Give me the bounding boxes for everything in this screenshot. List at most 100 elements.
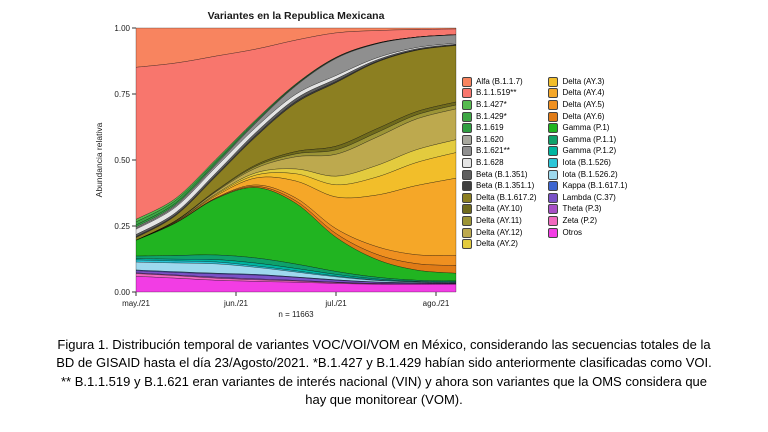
- legend-label: Beta (B.1.351): [476, 169, 528, 179]
- y-axis-label: Abundancia relativa: [94, 122, 104, 197]
- legend-swatch: [462, 169, 472, 180]
- legend-item: B.1.628: [462, 157, 536, 169]
- legend-swatch: [462, 134, 472, 145]
- legend-label: Delta (AY.2): [476, 239, 518, 249]
- legend-item: Delta (AY.6): [548, 111, 627, 123]
- legend-swatch: [462, 215, 472, 226]
- legend-label: Delta (AY.10): [476, 204, 523, 214]
- legend-item: Kappa (B.1.617.1): [548, 180, 627, 192]
- x-tick-label: ago./21: [423, 299, 450, 308]
- legend-label: Iota (B.1.526): [562, 157, 611, 167]
- x-tick-label: jun./21: [223, 299, 249, 308]
- legend-label: Gamma (P.1.2): [562, 146, 617, 156]
- legend-swatch: [462, 99, 472, 110]
- legend-label: Delta (AY.5): [562, 99, 605, 109]
- legend-label: Zeta (P.2): [562, 215, 598, 225]
- legend-label: Beta (B.1.351.1): [476, 181, 535, 191]
- legend-item: Beta (B.1.351): [462, 169, 536, 181]
- legend-swatch: [548, 123, 559, 134]
- legend-label: Delta (AY.6): [562, 111, 605, 121]
- legend-swatch: [548, 204, 559, 215]
- legend-swatch: [462, 181, 472, 192]
- legend-swatch: [548, 146, 559, 157]
- area-otros: [135, 276, 457, 293]
- legend-label: B.1.427*: [476, 99, 507, 109]
- legend-swatch: [548, 181, 559, 192]
- legend-swatch: [462, 157, 472, 168]
- y-tick-label: 0.75: [114, 90, 130, 99]
- legend-swatch: [548, 192, 559, 203]
- legend-column-2: Delta (AY.3) Delta (AY.4) Delta (AY.5) Delt…: [548, 76, 627, 238]
- legend-swatch: [462, 204, 472, 215]
- legend-item: Otros: [548, 227, 627, 239]
- legend-item: Gamma (P.1.2): [548, 146, 627, 158]
- legend-swatch: [548, 134, 559, 145]
- legend-label: Theta (P.3): [562, 204, 602, 214]
- figure-caption: Figura 1. Distribución temporal de varia…: [56, 337, 712, 408]
- legend-label: B.1.1.519**: [476, 88, 517, 98]
- legend-item: Beta (B.1.351.1): [462, 180, 536, 192]
- legend-item: B.1.621**: [462, 146, 536, 158]
- legend-label: Delta (AY.12): [476, 227, 523, 237]
- legend-item: Iota (B.1.526.2): [548, 169, 627, 181]
- legend-swatch: [462, 227, 472, 238]
- legend-swatch: [462, 111, 472, 122]
- legend-item: Delta (AY.10): [462, 204, 536, 216]
- legend-item: Zeta (P.2): [548, 215, 627, 227]
- legend-item: Delta (AY.4): [548, 88, 627, 100]
- legend-item: Gamma (P.1): [548, 122, 627, 134]
- legend-swatch: [548, 111, 559, 122]
- legend-label: Otros: [562, 227, 583, 237]
- legend-item: B.1.619: [462, 122, 536, 134]
- legend-item: Alfa (B.1.1.7): [462, 76, 536, 88]
- legend-label: Gamma (P.1): [562, 123, 610, 133]
- legend-swatch: [462, 192, 472, 203]
- legend-label: Kappa (B.1.617.1): [562, 181, 628, 191]
- legend-item: B.1.1.519**: [462, 88, 536, 100]
- legend-column-1: Alfa (B.1.1.7) B.1.1.519** B.1.427* B.1.429…: [462, 76, 536, 250]
- legend-item: B.1.620: [462, 134, 536, 146]
- legend-label: Delta (AY.4): [562, 88, 605, 98]
- legend-item: Delta (AY.11): [462, 215, 536, 227]
- legend-label: Iota (B.1.526.2): [562, 169, 618, 179]
- legend-swatch: [548, 169, 559, 180]
- legend-label: Delta (AY.11): [476, 215, 522, 225]
- x-tick-label: may./21: [122, 299, 150, 308]
- sample-size-label: n = 11663: [278, 310, 314, 319]
- legend-item: Iota (B.1.526): [548, 157, 627, 169]
- legend-label: Delta (AY.3): [562, 76, 605, 86]
- legend-swatch: [548, 215, 559, 226]
- legend-swatch: [548, 88, 559, 99]
- y-tick-label: 1.00: [114, 24, 130, 33]
- y-tick-label: 0.00: [114, 288, 130, 297]
- legend-item: Delta (AY.12): [462, 227, 536, 239]
- legend-swatch: [548, 99, 559, 110]
- legend-swatch: [462, 146, 472, 157]
- legend-item: Lambda (C.37): [548, 192, 627, 204]
- legend-swatch: [548, 227, 559, 238]
- chart-legend: Alfa (B.1.1.7) B.1.1.519** B.1.427* B.1.429…: [462, 76, 627, 250]
- y-tick-label: 0.25: [114, 222, 130, 231]
- x-tick-label: jul./21: [324, 299, 347, 308]
- legend-item: Theta (P.3): [548, 204, 627, 216]
- legend-label: Gamma (P.1.1): [562, 134, 617, 144]
- legend-label: Alfa (B.1.1.7): [476, 76, 523, 86]
- legend-label: B.1.620: [476, 134, 504, 144]
- legend-label: B.1.429*: [476, 111, 507, 121]
- legend-item: Delta (AY.5): [548, 99, 627, 111]
- legend-swatch: [462, 123, 472, 134]
- legend-swatch: [548, 157, 559, 168]
- legend-item: Gamma (P.1.1): [548, 134, 627, 146]
- y-tick-label: 0.50: [114, 156, 130, 165]
- legend-item: Delta (AY.2): [462, 238, 536, 250]
- legend-item: B.1.429*: [462, 111, 536, 123]
- variants-stacked-area-chart: 0.00 0.25 0.50 0.75 1.00 may./21 jun./21 jul./2…: [94, 10, 457, 319]
- legend-item: Delta (B.1.617.2): [462, 192, 536, 204]
- legend-swatch: [548, 76, 559, 87]
- legend-swatch: [462, 88, 472, 99]
- legend-label: Lambda (C.37): [562, 192, 616, 202]
- legend-label: Delta (B.1.617.2): [476, 192, 537, 202]
- legend-swatch: [462, 76, 472, 87]
- legend-label: B.1.628: [476, 157, 504, 167]
- legend-swatch: [462, 239, 472, 250]
